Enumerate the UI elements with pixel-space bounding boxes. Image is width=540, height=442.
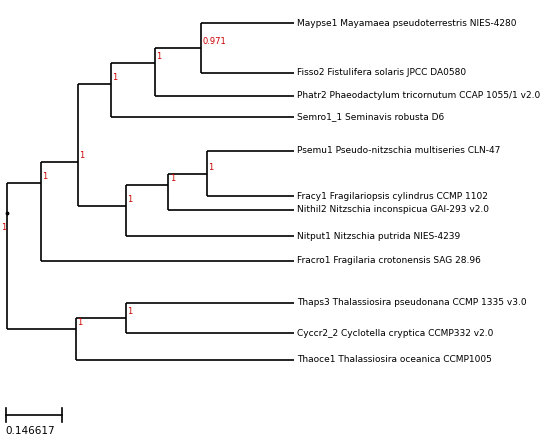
Text: Fisso2 Fistulifera solaris JPCC DA0580: Fisso2 Fistulifera solaris JPCC DA0580: [297, 69, 466, 77]
Text: Thaps3 Thalassiosira pseudonana CCMP 1335 v3.0: Thaps3 Thalassiosira pseudonana CCMP 133…: [297, 298, 526, 307]
Text: 0.971: 0.971: [202, 37, 226, 46]
Text: 1: 1: [1, 223, 6, 232]
Text: Cyccr2_2 Cyclotella cryptica CCMP332 v2.0: Cyccr2_2 Cyclotella cryptica CCMP332 v2.…: [297, 328, 493, 338]
Text: 1: 1: [156, 53, 161, 61]
Text: 1: 1: [112, 73, 117, 82]
Text: 1: 1: [127, 195, 132, 204]
Text: 1: 1: [43, 172, 48, 181]
Text: Fracro1 Fragilaria crotonensis SAG 28.96: Fracro1 Fragilaria crotonensis SAG 28.96: [297, 256, 481, 265]
Text: Maypse1 Mayamaea pseudoterrestris NIES-4280: Maypse1 Mayamaea pseudoterrestris NIES-4…: [297, 19, 516, 28]
Text: 0.146617: 0.146617: [5, 426, 55, 436]
Text: 1: 1: [127, 307, 132, 316]
Text: Psemu1 Pseudo-nitzschia multiseries CLN-47: Psemu1 Pseudo-nitzschia multiseries CLN-…: [297, 146, 500, 155]
Text: 1: 1: [170, 174, 175, 183]
Text: Thaoce1 Thalassiosira oceanica CCMP1005: Thaoce1 Thalassiosira oceanica CCMP1005: [297, 355, 491, 364]
Text: 1: 1: [79, 151, 84, 160]
Text: Nithil2 Nitzschia inconspicua GAI-293 v2.0: Nithil2 Nitzschia inconspicua GAI-293 v2…: [297, 205, 489, 214]
Text: 1: 1: [208, 163, 213, 171]
Text: Semro1_1 Seminavis robusta D6: Semro1_1 Seminavis robusta D6: [297, 112, 444, 121]
Text: Phatr2 Phaeodactylum tricornutum CCAP 1055/1 v2.0: Phatr2 Phaeodactylum tricornutum CCAP 10…: [297, 91, 540, 100]
Text: 1: 1: [77, 318, 83, 328]
Text: Fracy1 Fragilariopsis cylindrus CCMP 1102: Fracy1 Fragilariopsis cylindrus CCMP 110…: [297, 192, 488, 201]
Text: Nitput1 Nitzschia putrida NIES-4239: Nitput1 Nitzschia putrida NIES-4239: [297, 232, 460, 241]
